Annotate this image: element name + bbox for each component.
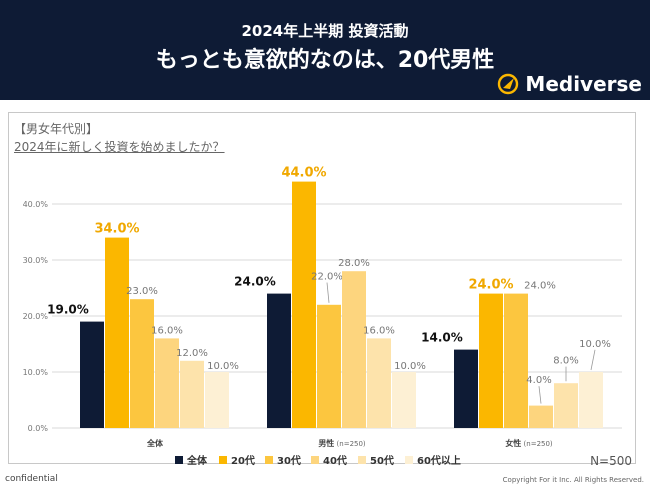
data-label: 44.0% xyxy=(281,166,326,181)
bar-全体 xyxy=(267,293,291,428)
leader-line xyxy=(538,386,542,404)
footer-confidential: confidential xyxy=(5,474,58,484)
data-label: 19.0% xyxy=(47,303,89,317)
data-label: 12.0% xyxy=(176,348,208,359)
y-tick-label: 0.0% xyxy=(28,424,49,433)
data-label: 24.0% xyxy=(524,281,556,292)
header-banner xyxy=(0,0,650,100)
x-category-label: 女性 (n=250) xyxy=(505,438,553,448)
bar-40代 xyxy=(529,405,553,428)
footer-copyright: Copyright For it Inc. All Rights Reserve… xyxy=(502,476,644,484)
bar-30代 xyxy=(317,304,341,428)
legend-swatch xyxy=(219,456,227,464)
legend-swatch xyxy=(175,456,183,464)
leader-line xyxy=(590,349,596,371)
data-label: 28.0% xyxy=(338,258,370,269)
legend-label: 30代 xyxy=(277,454,301,467)
data-label: 10.0% xyxy=(394,361,426,372)
legend-swatch xyxy=(311,456,319,464)
logo-text: Mediverse xyxy=(525,72,642,96)
legend-label: 20代 xyxy=(231,454,255,467)
legend-label: 60代以上 xyxy=(417,454,461,467)
bar-全体 xyxy=(454,349,478,428)
bar-20代 xyxy=(479,293,503,428)
bar-60代以上 xyxy=(392,372,416,428)
legend-swatch xyxy=(405,456,413,464)
y-tick-label: 20.0% xyxy=(23,312,49,321)
x-category-label: 全体 xyxy=(146,438,164,448)
data-label: 8.0% xyxy=(553,356,578,367)
legend-label: 50代 xyxy=(370,454,394,467)
mediverse-logo-icon xyxy=(498,73,519,95)
header-subtitle: 2024年上半期 投資活動 xyxy=(241,22,409,40)
legend-swatch xyxy=(265,456,273,464)
data-label: 10.0% xyxy=(579,339,611,350)
x-category-label: 男性 (n=250) xyxy=(318,438,366,448)
header-title: もっとも意欲的なのは、20代男性 xyxy=(155,48,495,73)
bar-50代 xyxy=(367,338,391,428)
bar-50代 xyxy=(180,360,204,428)
mediverse-logo: Mediverse xyxy=(497,72,642,96)
bar-20代 xyxy=(105,237,129,428)
bar-30代 xyxy=(504,293,528,428)
data-label: 24.0% xyxy=(468,278,513,293)
panel-category-title: 【男女年代別】 xyxy=(14,122,99,136)
data-label: 10.0% xyxy=(207,361,239,372)
data-label: 34.0% xyxy=(94,222,139,237)
leader-line xyxy=(326,282,330,303)
data-label: 23.0% xyxy=(126,286,158,297)
bar-40代 xyxy=(342,271,366,428)
legend-label: 40代 xyxy=(323,454,347,467)
y-tick-label: 30.0% xyxy=(23,256,49,265)
y-tick-label: 40.0% xyxy=(23,200,49,209)
legend-label: 全体 xyxy=(186,454,208,467)
sample-size-label: N=500 xyxy=(590,454,632,468)
bar-60代以上 xyxy=(205,372,229,428)
bar-全体 xyxy=(80,321,104,428)
bar-20代 xyxy=(292,181,316,428)
data-label: 22.0% xyxy=(311,272,343,283)
bar-60代以上 xyxy=(579,372,603,428)
data-label: 4.0% xyxy=(526,375,551,386)
bar-50代 xyxy=(554,383,578,428)
panel-question: 2024年に新しく投資を始めましたか？ xyxy=(14,140,225,154)
legend-swatch xyxy=(358,456,366,464)
bar-40代 xyxy=(155,338,179,428)
bar-30代 xyxy=(130,299,154,428)
data-label: 16.0% xyxy=(363,325,395,336)
data-label: 16.0% xyxy=(151,325,183,336)
data-label: 14.0% xyxy=(421,331,463,345)
data-label: 24.0% xyxy=(234,275,276,289)
y-tick-label: 10.0% xyxy=(23,368,49,377)
